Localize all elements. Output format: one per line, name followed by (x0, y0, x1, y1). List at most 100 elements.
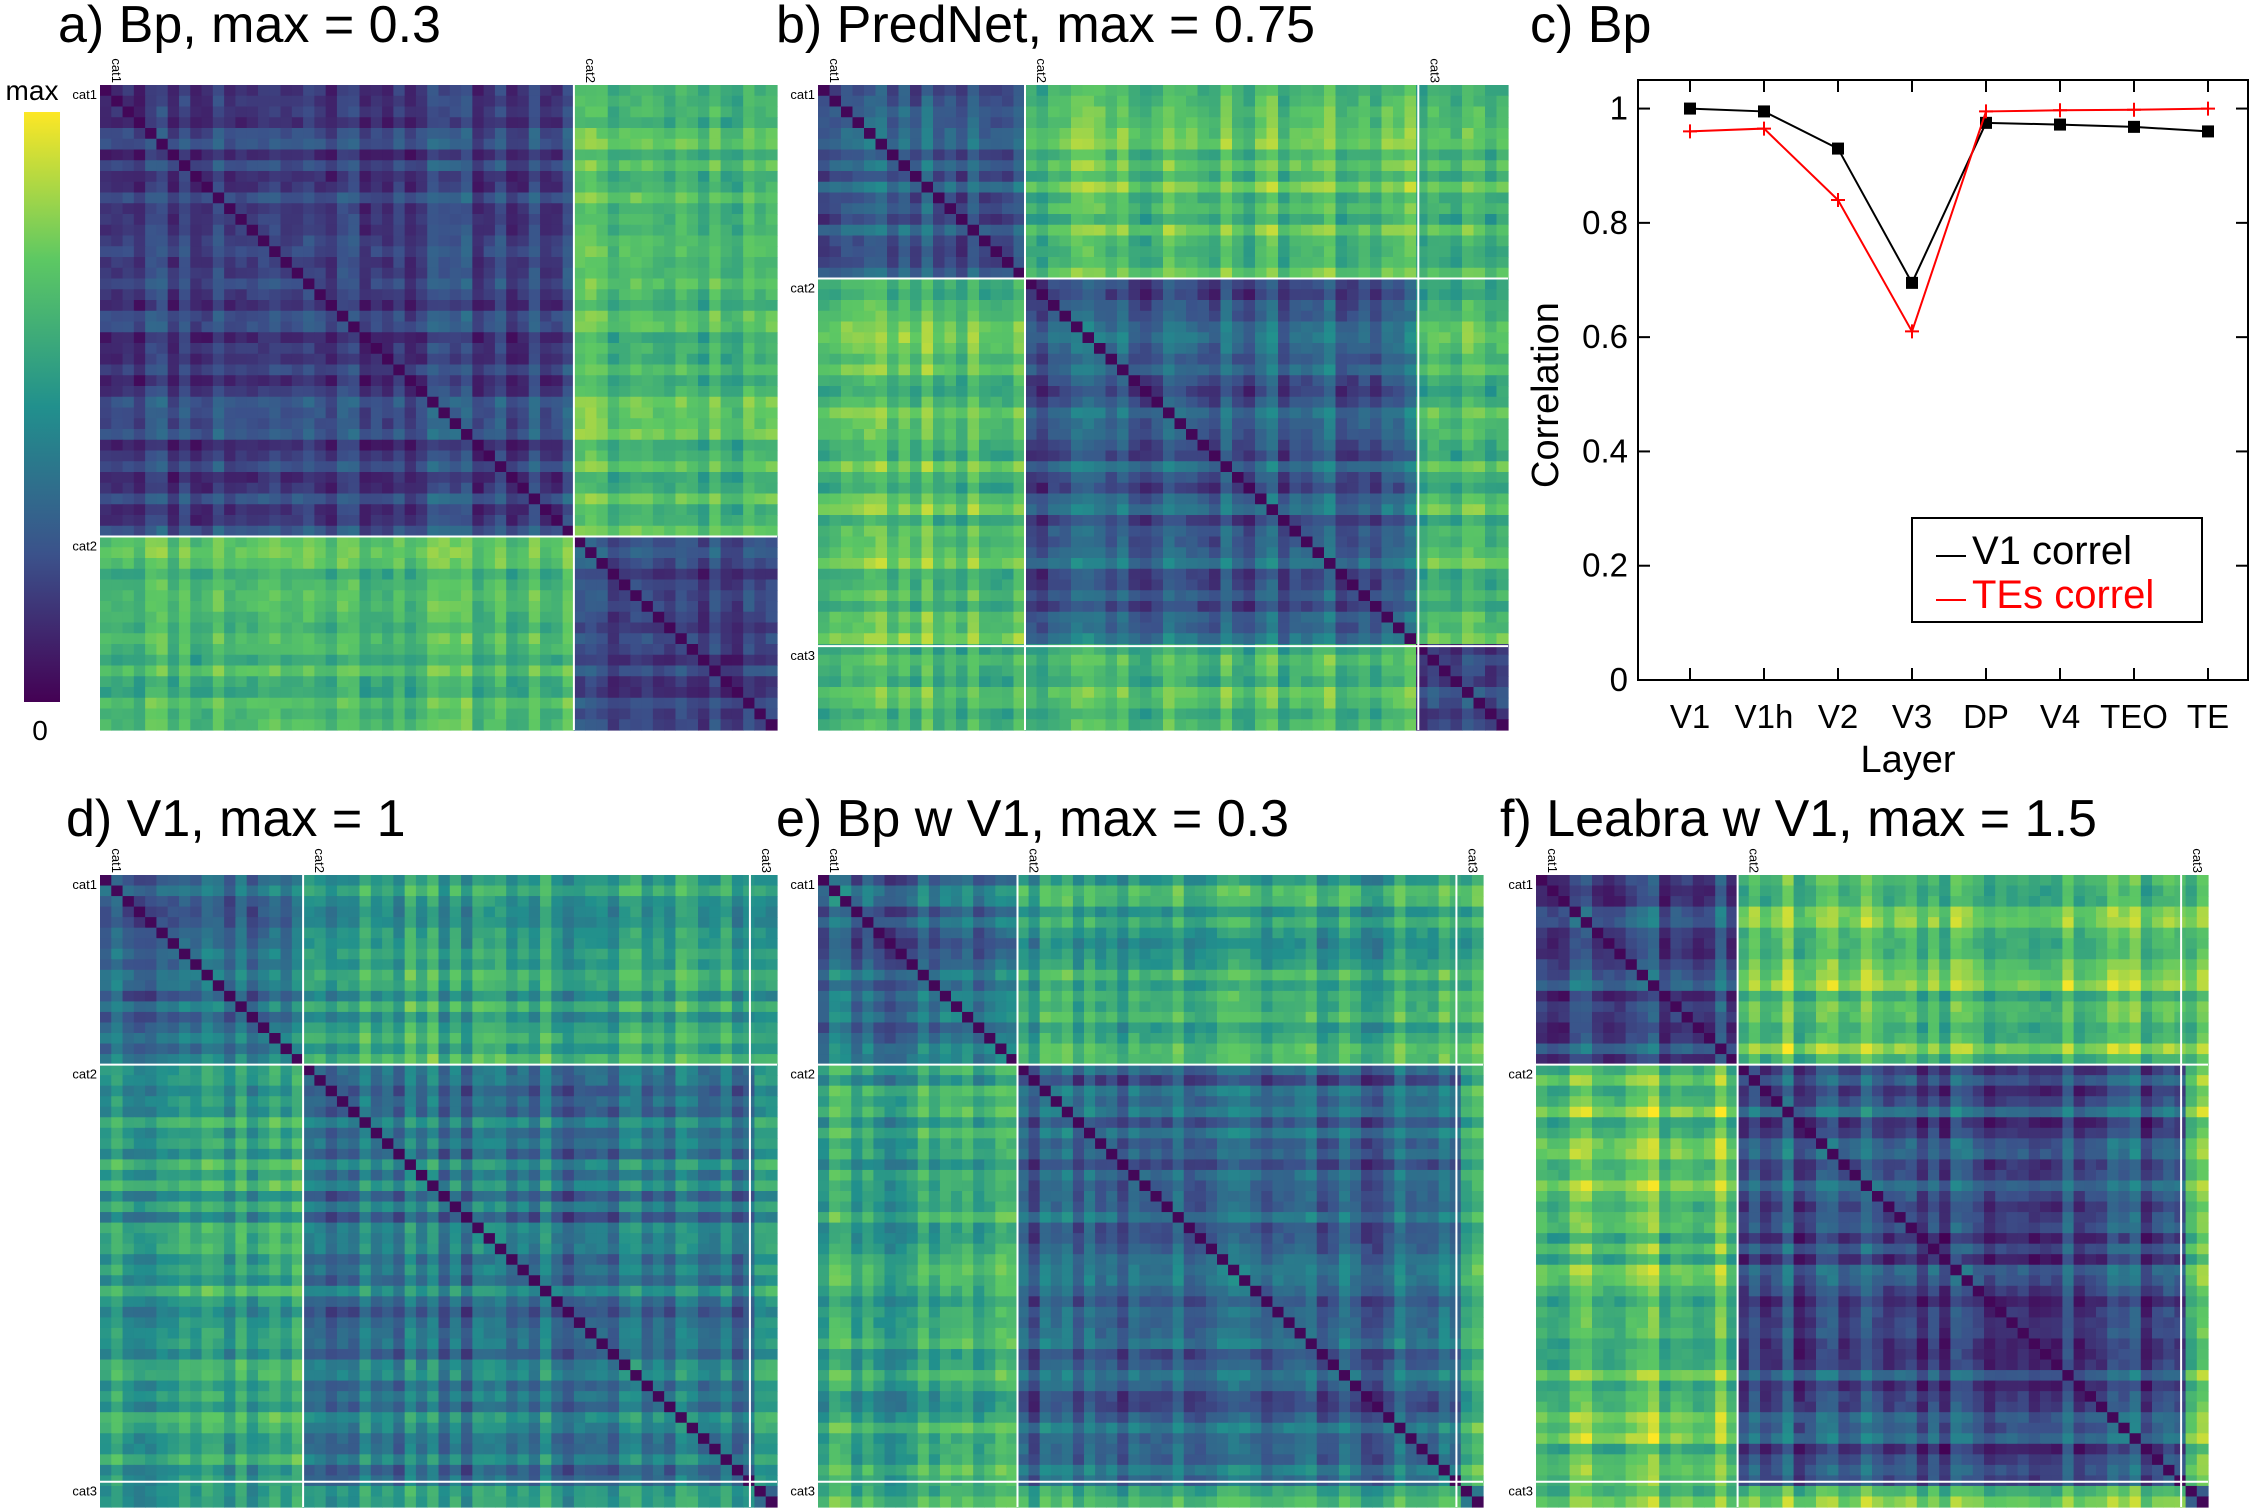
heatmap-cell (1358, 278, 1371, 290)
heatmap-cell (303, 429, 315, 441)
heatmap-cell (1036, 85, 1049, 97)
heatmap-cell (449, 85, 462, 97)
heatmap-cell (336, 590, 349, 602)
heatmap-cell (596, 375, 609, 387)
heatmap-cell (280, 364, 293, 376)
heatmap-cell (359, 181, 372, 194)
heatmap-cell (224, 257, 236, 269)
heatmap-cell (864, 106, 877, 118)
heatmap-cell (178, 590, 191, 602)
heatmap-cell (314, 439, 327, 452)
heatmap-cell (852, 192, 865, 204)
heatmap-cell (1174, 117, 1187, 129)
heatmap-cell (336, 160, 349, 172)
heatmap-cell (1278, 192, 1291, 204)
heatmap-cell (698, 257, 710, 269)
heatmap-cell (675, 482, 688, 495)
heatmap-cell (619, 300, 631, 312)
heatmap-cell (156, 482, 169, 495)
heatmap-cell (269, 654, 282, 667)
heatmap-cell (336, 472, 349, 484)
heatmap-cell (348, 106, 361, 118)
heatmap-cell (686, 353, 699, 366)
heatmap-cell (607, 224, 620, 237)
heatmap-cell (1485, 128, 1498, 140)
heatmap-cell (111, 590, 124, 602)
heatmap-cell (246, 644, 259, 656)
heatmap-cell (921, 149, 934, 161)
heatmap-cell (551, 418, 564, 430)
heatmap-cell (393, 267, 406, 280)
heatmap-cell (122, 128, 135, 140)
heatmap-cell (652, 300, 665, 312)
heatmap-cell (675, 138, 688, 151)
heatmap-cell (709, 439, 722, 452)
heatmap-cell (427, 267, 440, 280)
heatmap-cell (630, 622, 643, 634)
heatmap-cell (1197, 149, 1210, 161)
heatmap-cell (336, 278, 349, 290)
heatmap-cell (291, 590, 304, 602)
heatmap-cell (1013, 224, 1026, 237)
heatmap-cell (528, 687, 541, 699)
heatmap-cell (1404, 224, 1417, 237)
heatmap-cell (754, 246, 767, 258)
heatmap-cell (1036, 160, 1049, 172)
heatmap-cell (427, 138, 440, 151)
heatmap-cell (133, 461, 146, 473)
heatmap-cell (1312, 138, 1325, 151)
heatmap-cell (921, 321, 934, 333)
heatmap-cell (551, 439, 564, 452)
heatmap-cell (754, 160, 767, 172)
heatmap-cell (246, 106, 259, 118)
heatmap-cell (449, 482, 462, 495)
heatmap-cell (235, 708, 248, 720)
heatmap-cell (1312, 149, 1325, 161)
heatmap-cell (1071, 267, 1084, 280)
heatmap-cell (325, 708, 338, 720)
heatmap-cell (303, 665, 315, 677)
heatmap-cell (336, 149, 349, 161)
heatmap-cell (303, 558, 315, 570)
heatmap-cell (1485, 203, 1498, 215)
heatmap-cell (359, 149, 372, 161)
heatmap-cell (472, 203, 485, 215)
heatmap-cell (461, 321, 473, 333)
heatmap-cell (370, 633, 383, 645)
heatmap-cell (427, 601, 440, 613)
heatmap-cell (382, 192, 394, 204)
heatmap-cell (246, 257, 259, 269)
heatmap-cell (573, 515, 586, 527)
heatmap-cell (1186, 235, 1199, 247)
heatmap-cell (619, 95, 631, 108)
heatmap-cell (664, 149, 677, 161)
heatmap-cell (1128, 300, 1141, 312)
heatmap-cell (314, 332, 327, 344)
heatmap-cell (743, 310, 756, 323)
heatmap-cell (201, 461, 214, 473)
heatmap-cell (111, 450, 124, 462)
heatmap-cell (765, 321, 778, 333)
heatmap-cell (1427, 171, 1440, 183)
heatmap-cell (641, 235, 654, 247)
heatmap-cell (415, 235, 428, 247)
heatmap-cell (235, 418, 248, 430)
heatmap-cell (1071, 192, 1084, 204)
heatmap-cell (145, 235, 158, 247)
heatmap-cell (190, 633, 203, 645)
heatmap-cell (1232, 289, 1245, 301)
heatmap-cell (303, 515, 315, 527)
heatmap-cell (111, 181, 124, 194)
heatmap-cell (133, 289, 146, 301)
heatmap-cell (1002, 192, 1015, 204)
heatmap-cell (370, 300, 383, 312)
heatmap-cell (427, 343, 440, 355)
heatmap-cell (393, 85, 406, 97)
heatmap-cell (1036, 289, 1049, 301)
heatmap-cell (122, 138, 135, 151)
heatmap-cell (1174, 203, 1187, 215)
heatmap-cell (1197, 214, 1210, 226)
heatmap-cell (1324, 106, 1337, 118)
heatmap-cell (133, 375, 146, 387)
heatmap-cell (359, 579, 372, 591)
